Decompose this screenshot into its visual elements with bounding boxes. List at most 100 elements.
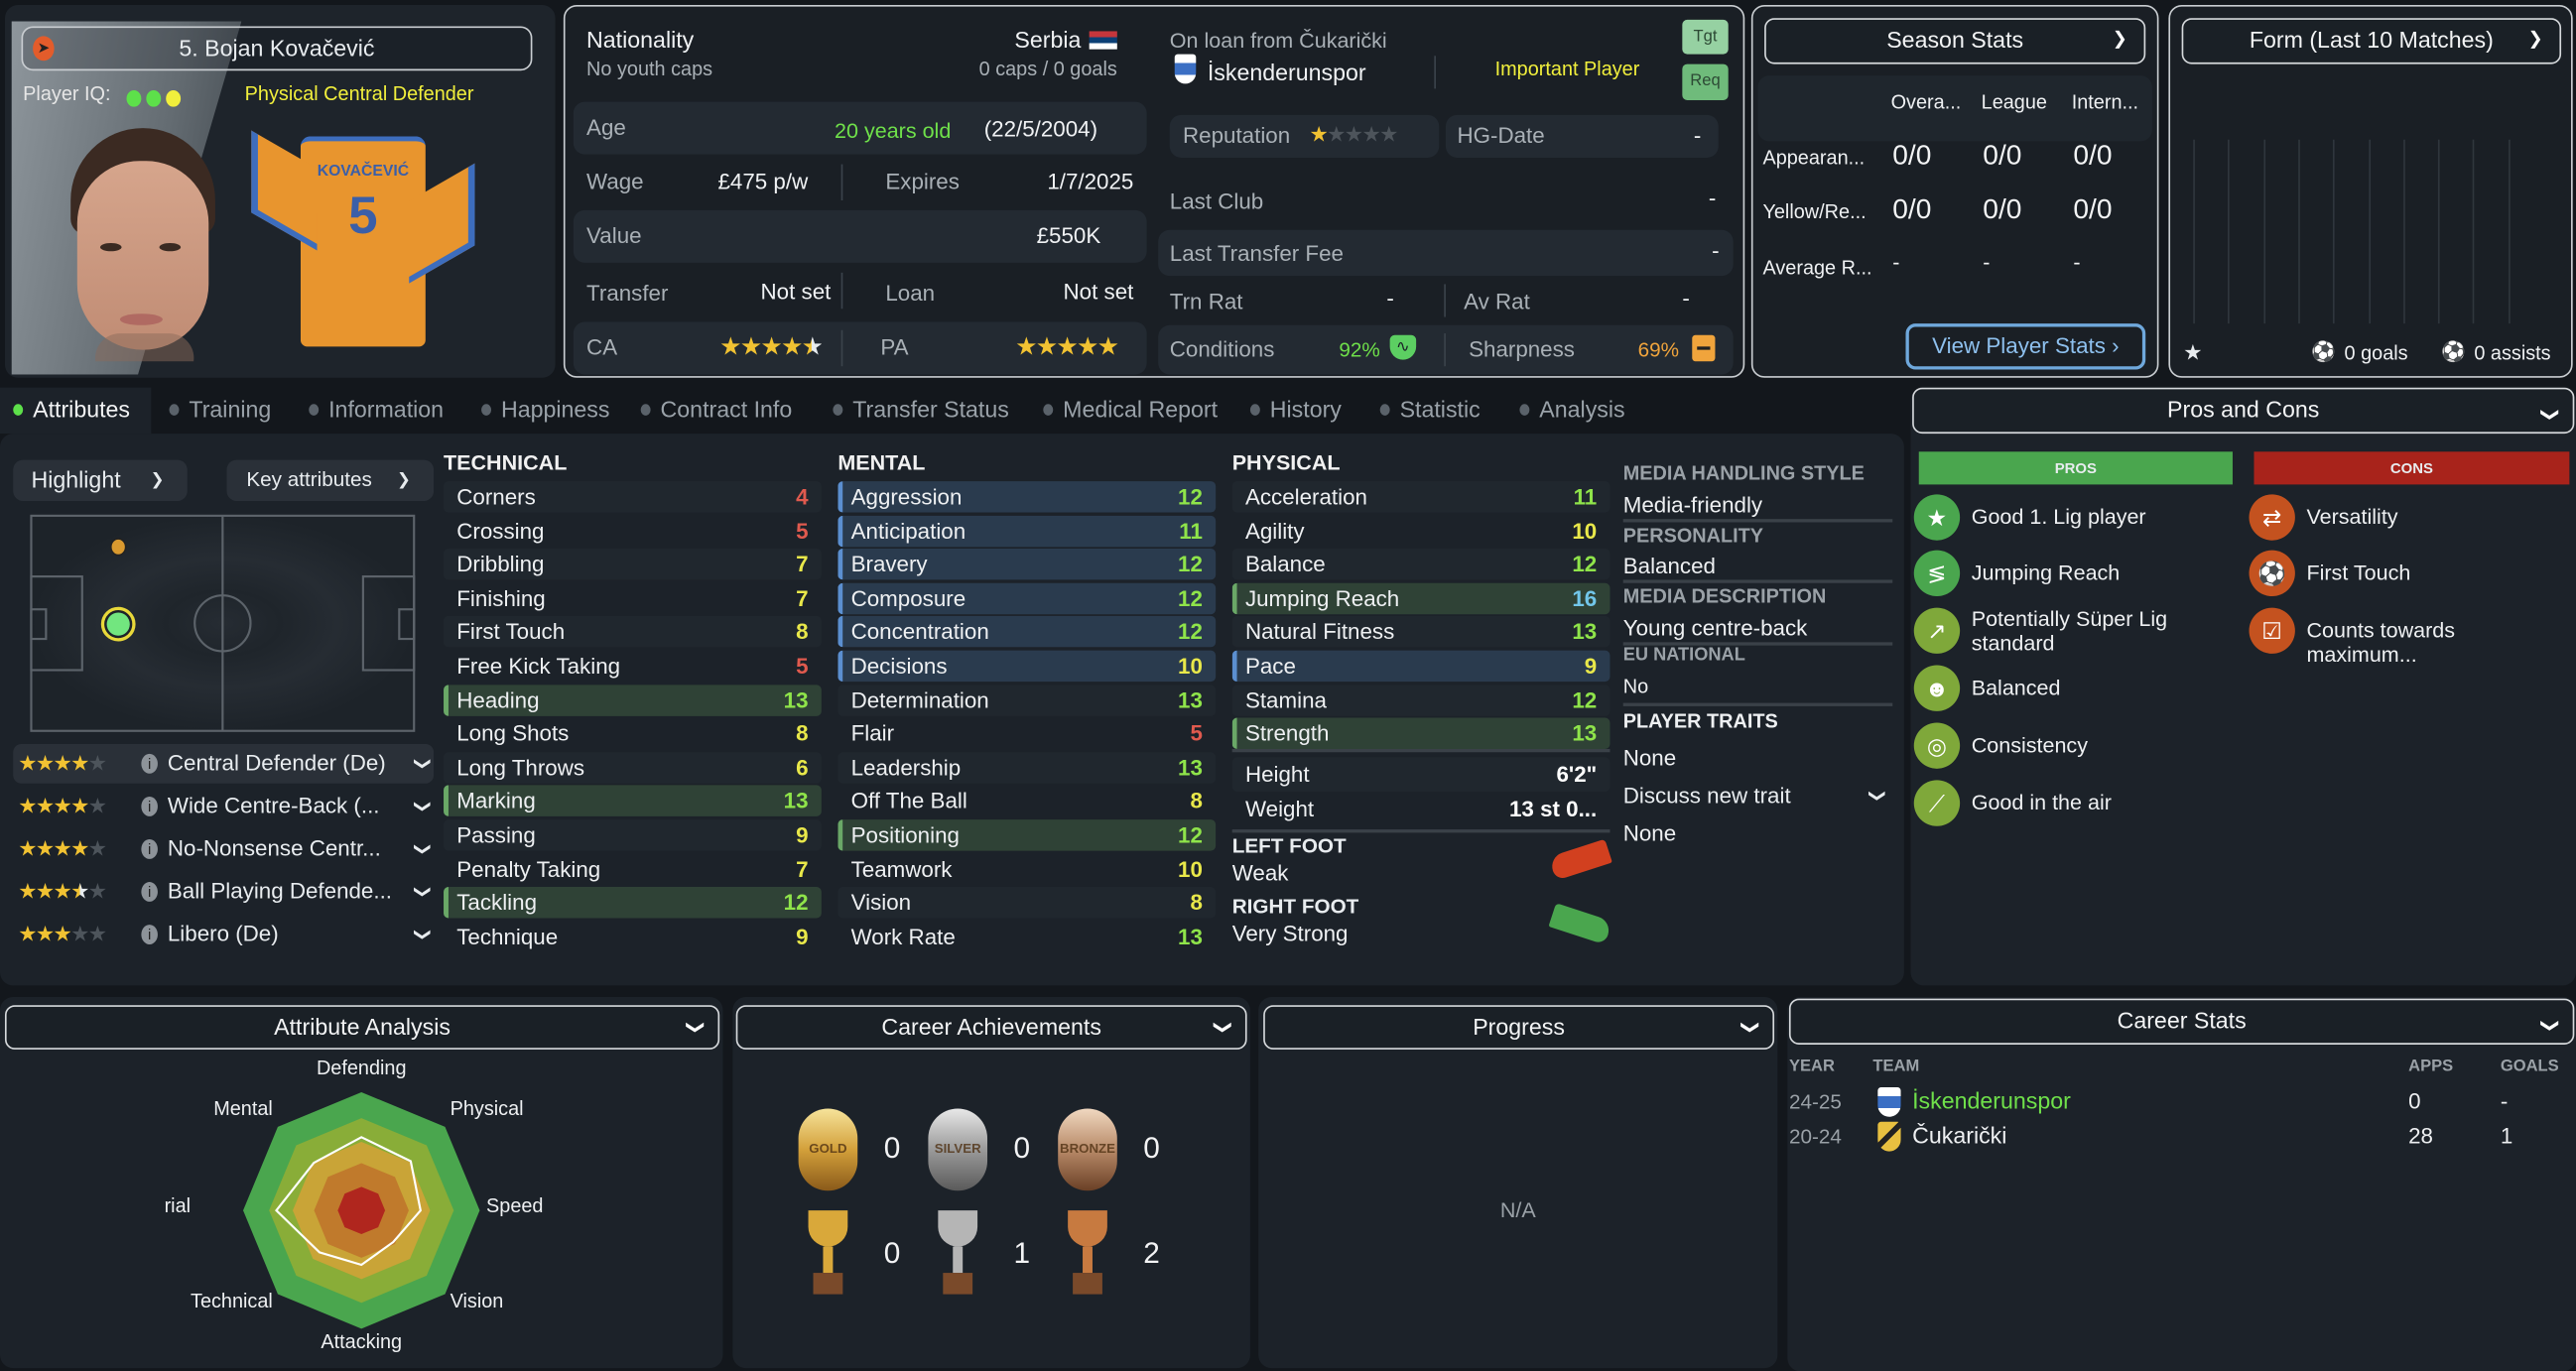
- info-icon[interactable]: i: [141, 796, 158, 816]
- radar-axis-label: Aerial: [165, 1195, 191, 1217]
- star-icon: ★: [18, 921, 37, 946]
- attribute-value: 11: [1573, 484, 1598, 510]
- pro-text: Good in the air: [1971, 790, 2112, 815]
- role-item[interactable]: ★★★★★ i Ball Playing Defende... ❯: [13, 872, 434, 912]
- key-attributes-dropdown[interactable]: Key attributes ❯: [226, 459, 435, 501]
- tab-analysis[interactable]: Analysis: [1519, 396, 1625, 422]
- player-name: 5. Bojan Kovačević: [179, 34, 375, 62]
- tab-attributes[interactable]: Attributes: [13, 396, 130, 422]
- attribute-name: Bravery: [850, 552, 928, 577]
- form-dropdown[interactable]: Form (Last 10 Matches) ❯: [2181, 18, 2562, 64]
- bronze-medal-icon: BRONZE: [1058, 1108, 1117, 1191]
- medal-count: 0: [1143, 1131, 1160, 1165]
- chevron-down-icon[interactable]: ❯: [412, 885, 431, 899]
- empty-star-icon: ★: [1379, 121, 1398, 147]
- tab-statistic[interactable]: Statistic: [1379, 396, 1481, 422]
- chevron-down-icon[interactable]: ❯: [412, 928, 431, 941]
- highlight-dropdown[interactable]: Highlight ❯: [13, 459, 188, 501]
- info-icon[interactable]: i: [141, 839, 158, 859]
- season-row-label: Appearan...: [1762, 146, 1866, 170]
- medal-count: 0: [883, 1131, 901, 1165]
- season-stats-header-row: [1757, 75, 2152, 142]
- divider: [1444, 284, 1446, 317]
- role-item[interactable]: ★★★★★ i Wide Centre-Back (... ❯: [13, 787, 434, 826]
- cons-header: CONS: [2254, 451, 2570, 485]
- empty-star-icon: ★: [87, 878, 107, 904]
- trophy-cup: [808, 1210, 848, 1247]
- request-button[interactable]: Req: [1682, 63, 1729, 100]
- eu-national-label: EU NATIONAL: [1622, 645, 1745, 666]
- attribute-value: 12: [1572, 552, 1598, 577]
- star-icon: ★: [18, 835, 37, 861]
- info-icon[interactable]: i: [141, 753, 158, 774]
- transfer-value: Not set: [760, 279, 832, 305]
- chevron-down-icon[interactable]: ❯: [412, 756, 431, 771]
- attribute-row: Acceleration 11: [1231, 481, 1610, 513]
- career-stats-dropdown[interactable]: Career Stats ❯: [1788, 998, 2575, 1045]
- header-icon: ⟋: [1913, 780, 1961, 826]
- tab-transfer-status[interactable]: Transfer Status: [833, 396, 1009, 422]
- tab-happiness[interactable]: Happiness: [481, 396, 609, 422]
- player-info-panel: [563, 4, 1745, 378]
- empty-star-icon: ★: [87, 835, 107, 861]
- star-icon: ★: [53, 921, 71, 946]
- current-club[interactable]: İskenderunspor: [1207, 59, 1366, 86]
- season-col-header: Overa...: [1890, 90, 1962, 114]
- role-item[interactable]: ★★★★★ i Libero (De) ❯: [13, 915, 434, 954]
- view-player-stats-button[interactable]: View Player Stats ›: [1905, 323, 2146, 370]
- season-year: 24-25: [1788, 1090, 1842, 1114]
- team-name[interactable]: İskenderunspor: [1912, 1087, 2071, 1114]
- chevron-down-icon[interactable]: ❯: [412, 841, 431, 856]
- attribute-value: 13: [1572, 721, 1598, 746]
- attribute-value: 13: [1178, 687, 1203, 712]
- role-name: Ball Playing Defende...: [167, 878, 393, 904]
- attribute-name: Acceleration: [1244, 484, 1367, 510]
- tab-contract-info[interactable]: Contract Info: [640, 396, 792, 422]
- trophy-stem: [823, 1246, 834, 1274]
- attribute-name: Determination: [850, 687, 989, 712]
- season-stats-dropdown[interactable]: Season Stats ❯: [1764, 18, 2146, 64]
- attribute-row: Heading 13: [444, 684, 822, 716]
- role-item[interactable]: ★★★★★ i No-Nonsense Centr... ❯: [13, 829, 434, 869]
- season-stat-value: 0/0: [1892, 139, 1932, 172]
- transfer-label: Transfer: [586, 281, 669, 306]
- info-icon[interactable]: i: [141, 882, 158, 902]
- chevron-down-icon[interactable]: ❯: [412, 799, 431, 813]
- career-row[interactable]: 24-25 İskenderunspor 0 -: [1787, 1087, 2559, 1120]
- attribute-row: Flair 5: [837, 718, 1216, 749]
- attribute-value: 13: [1572, 619, 1598, 645]
- tab-information[interactable]: Information: [309, 396, 444, 422]
- star-icon: ★: [1077, 333, 1098, 362]
- tab-medical-report[interactable]: Medical Report: [1043, 396, 1218, 422]
- tab-training[interactable]: Training: [169, 396, 271, 422]
- divider: [840, 164, 843, 200]
- chevron-down-icon: ❯: [2112, 29, 2128, 50]
- progress-dropdown[interactable]: Progress ❯: [1263, 1005, 1775, 1050]
- target-button[interactable]: Tgt: [1682, 19, 1729, 55]
- career-achievements-dropdown[interactable]: Career Achievements ❯: [735, 1005, 1247, 1050]
- attribute-row: Pace 9: [1231, 650, 1610, 683]
- attribute-analysis-dropdown[interactable]: Attribute Analysis ❯: [4, 1005, 720, 1050]
- con-item: ⇄ Versatility: [2249, 494, 2570, 544]
- average-rating-value: -: [1682, 286, 1690, 311]
- discuss-new-trait-dropdown[interactable]: Discuss new trait ❯: [1623, 784, 1893, 809]
- chevron-down-icon: ❯: [2539, 1018, 2560, 1034]
- attribute-row: Corners 4: [444, 481, 822, 513]
- divider: [1444, 333, 1446, 367]
- heart-icon: ∿: [1389, 334, 1417, 360]
- star-icon: ★: [35, 835, 55, 861]
- tab-history[interactable]: History: [1249, 396, 1342, 422]
- shirt-number: 5: [348, 186, 378, 245]
- form-gridline: [2438, 139, 2440, 324]
- pros-cons-dropdown[interactable]: Pros and Cons ❯: [1912, 387, 2575, 435]
- star-icon: ★: [1015, 333, 1037, 362]
- pro-text: Jumping Reach: [1971, 560, 2121, 585]
- career-row[interactable]: 20-24 Čukarički 28 1: [1787, 1121, 2559, 1155]
- role-item[interactable]: ★★★★★ i Central Defender (De) ❯: [13, 743, 435, 784]
- info-icon[interactable]: i: [141, 925, 158, 944]
- divider: [1622, 702, 1893, 706]
- team-name[interactable]: Čukarički: [1912, 1121, 2007, 1149]
- empty-star-icon: ★: [1344, 121, 1363, 147]
- form-gridline: [2298, 139, 2300, 324]
- attribute-value: 12: [1178, 484, 1203, 510]
